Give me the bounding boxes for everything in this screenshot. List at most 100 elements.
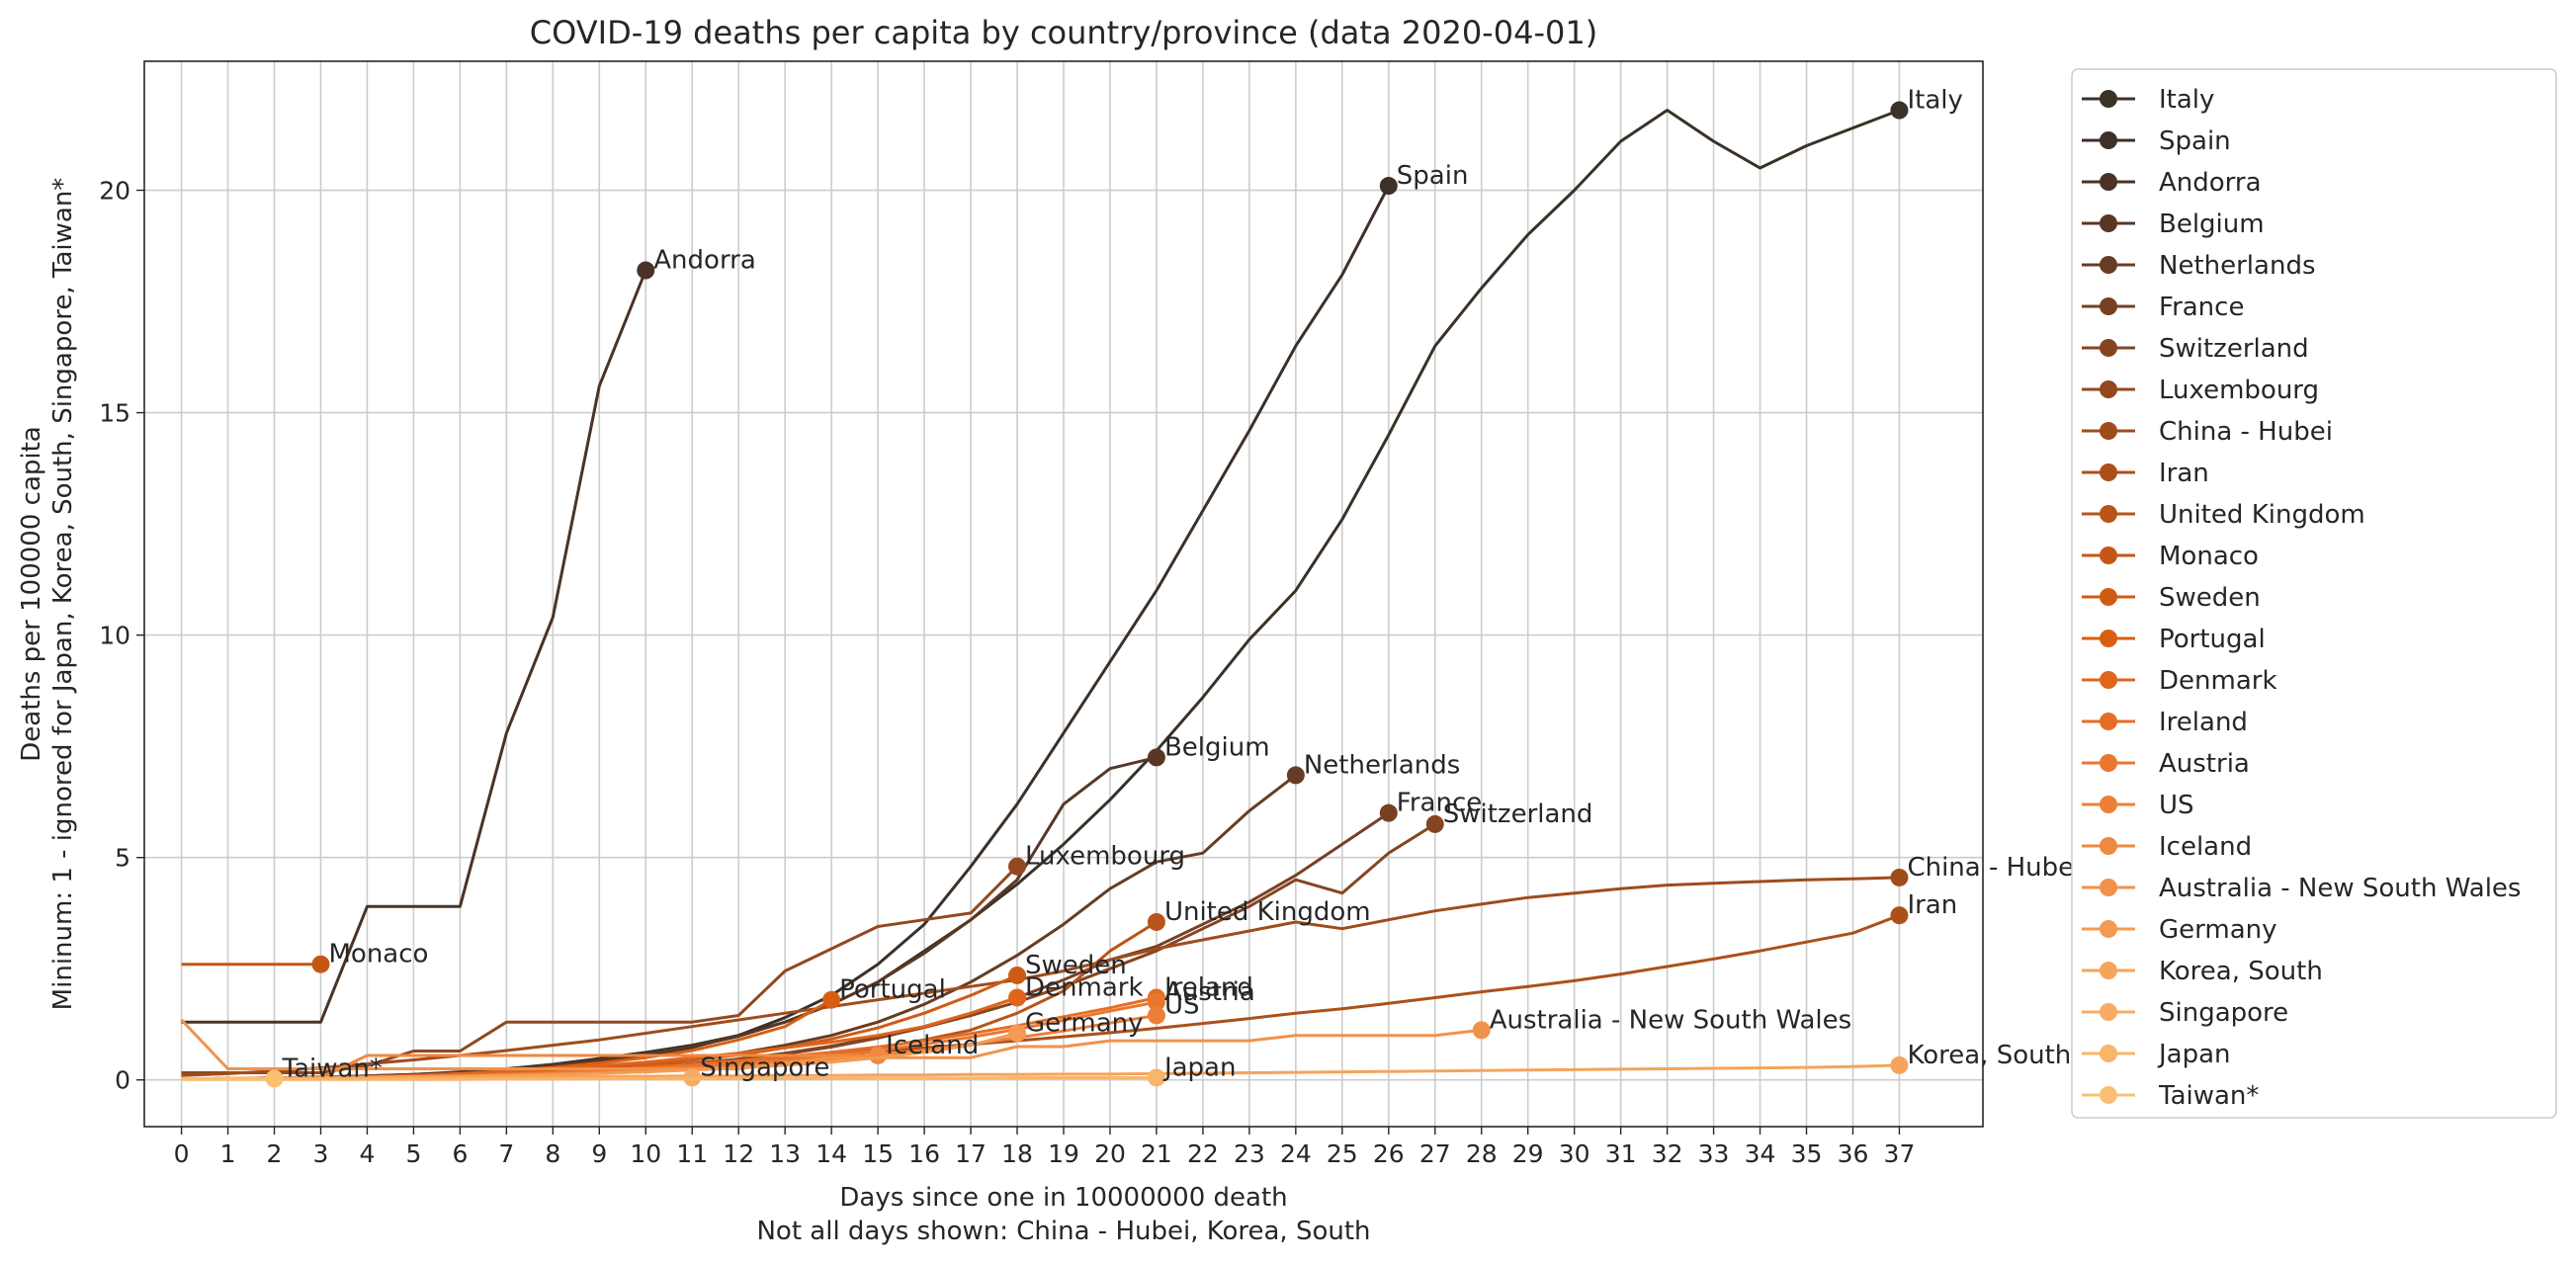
series-endpoint-japan (1147, 1068, 1165, 1087)
series-endpoint-belgium (1147, 748, 1165, 767)
legend-label-iran: Iran (2159, 459, 2209, 488)
legend-label-denmark: Denmark (2159, 666, 2277, 696)
legend-label-australia-new-south-wales: Australia - New South Wales (2159, 874, 2521, 903)
legend-marker-netherlands (2100, 256, 2117, 274)
annotation-belgium: Belgium (1164, 732, 1270, 762)
series-endpoint-luxembourg (1008, 857, 1027, 876)
series-endpoint-france (1379, 803, 1398, 822)
annotation-china-hubei: China - Hubei (1907, 853, 2081, 883)
x-tick-label: 35 (1791, 1139, 1823, 1168)
x-tick-label: 13 (769, 1139, 801, 1168)
x-tick-label: 26 (1373, 1139, 1405, 1168)
series-lines (180, 101, 1909, 1088)
y-tick-label: 15 (99, 399, 130, 428)
series-endpoint-iceland (869, 1046, 888, 1064)
legend-box (2071, 68, 2557, 1119)
x-axis-label-note: Not all days shown: China - Hubei, Korea… (756, 1217, 1370, 1246)
legend-label-korea-south: Korea, South (2159, 957, 2323, 986)
legend-marker-denmark (2100, 671, 2117, 689)
y-ticks: 0 5 10 15 20 (99, 177, 144, 1095)
legend-label-netherlands: Netherlands (2159, 251, 2316, 281)
legend-marker-portugal (2100, 630, 2117, 647)
x-tick-label: 32 (1652, 1139, 1683, 1168)
annotation-iran: Iran (1907, 890, 1957, 920)
series-endpoint-portugal (822, 990, 841, 1009)
series-endpoint-andorra (637, 261, 655, 280)
series-line-korea-south (181, 1063, 1900, 1081)
annotation-netherlands: Netherlands (1304, 750, 1461, 780)
series-line-australia-new-south-wales (180, 1018, 1482, 1070)
y-tick-label: 0 (115, 1066, 130, 1095)
x-tick-label: 23 (1234, 1139, 1265, 1168)
series-endpoint-austria (1147, 992, 1165, 1011)
legend-marker-taiwan (2100, 1086, 2117, 1104)
legend-label-singapore: Singapore (2159, 998, 2288, 1028)
x-tick-label: 24 (1280, 1139, 1312, 1168)
x-tick-label: 31 (1605, 1139, 1637, 1168)
legend-label-luxembourg: Luxembourg (2159, 376, 2319, 405)
legend-marker-austria (2100, 754, 2117, 772)
legend-marker-switzerland (2100, 339, 2117, 357)
legend-marker-spain (2100, 131, 2117, 149)
legend-marker-korea-south (2100, 962, 2117, 979)
legend-label-spain: Spain (2159, 126, 2231, 156)
legend-label-italy: Italy (2159, 85, 2214, 115)
legend-marker-united-kingdom (2100, 505, 2117, 523)
legend-marker-japan (2100, 1045, 2117, 1062)
x-tick-label: 11 (676, 1139, 708, 1168)
series-endpoint-iran (1890, 906, 1909, 925)
annotation-spain: Spain (1397, 161, 1469, 191)
legend-label-andorra: Andorra (2159, 168, 2262, 198)
x-tick-label: 15 (862, 1139, 894, 1168)
series-endpoint-netherlands (1286, 766, 1305, 785)
legend-label-france: France (2159, 293, 2244, 322)
x-tick-label: 34 (1745, 1139, 1776, 1168)
legend-label-iceland: Iceland (2159, 832, 2252, 862)
series-endpoint-denmark (1008, 988, 1027, 1007)
annotation-taiwan: Taiwan* (282, 1053, 383, 1083)
annotation-italy: Italy (1907, 86, 1962, 116)
x-tick-label: 22 (1187, 1139, 1219, 1168)
legend-marker-singapore (2100, 1003, 2117, 1021)
legend-marker-china-hubei (2100, 422, 2117, 440)
legend-marker-ireland (2100, 713, 2117, 730)
y-tick-label: 10 (99, 622, 130, 650)
x-tick-label: 16 (908, 1139, 940, 1168)
x-tick-label: 10 (630, 1139, 661, 1168)
annotation-japan: Japan (1162, 1053, 1237, 1082)
legend-label-united-kingdom: United Kingdom (2159, 500, 2365, 530)
series-endpoint-spain (1379, 177, 1398, 196)
x-tick-label: 8 (545, 1139, 560, 1168)
legend-marker-australia-new-south-wales (2100, 879, 2117, 896)
x-tick-label: 33 (1698, 1139, 1730, 1168)
annotation-united-kingdom: United Kingdom (1164, 897, 1371, 927)
x-tick-label: 9 (591, 1139, 607, 1168)
x-tick-label: 25 (1327, 1139, 1358, 1168)
x-tick-label: 12 (723, 1139, 754, 1168)
legend-label-monaco: Monaco (2159, 542, 2259, 571)
x-tick-label: 2 (267, 1139, 283, 1168)
series-endpoint-china-hubei (1890, 868, 1909, 886)
chart-title: COVID-19 deaths per capita by country/pr… (530, 14, 1597, 51)
y-tick-label: 20 (99, 177, 130, 206)
legend-marker-iran (2100, 463, 2117, 481)
x-tick-label: 14 (816, 1139, 847, 1168)
annotation-us: US (1164, 990, 1200, 1020)
legend-marker-sweden (2100, 588, 2117, 606)
series-line-luxembourg (181, 865, 1019, 1074)
annotation-switzerland: Switzerland (1443, 800, 1593, 829)
x-tick-label: 28 (1466, 1139, 1498, 1168)
series-endpoint-germany (1008, 1024, 1027, 1043)
legend-label-switzerland: Switzerland (2159, 334, 2309, 364)
series-line-andorra (181, 269, 647, 1024)
x-tick-label: 5 (405, 1139, 421, 1168)
series-endpoint-us (1147, 1006, 1165, 1025)
annotation-austria: Austria (1164, 977, 1255, 1007)
legend-marker-belgium (2100, 214, 2117, 232)
annotation-singapore: Singapore (700, 1053, 829, 1082)
legend-label-china-hubei: China - Hubei (2159, 417, 2333, 447)
series-endpoint-australia-new-south-wales (1472, 1021, 1491, 1040)
series-endpoint-switzerland (1425, 814, 1444, 833)
legend-label-belgium: Belgium (2159, 210, 2265, 239)
series-endpoint-sweden (1008, 966, 1027, 984)
